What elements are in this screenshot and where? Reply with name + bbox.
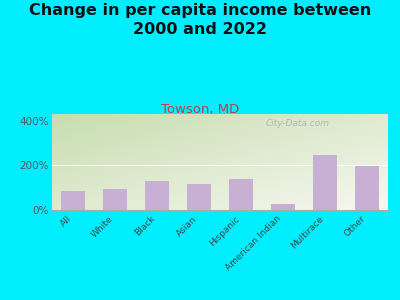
Bar <box>356 167 378 210</box>
Bar <box>146 181 168 210</box>
Bar <box>314 155 336 210</box>
Text: Change in per capita income between
2000 and 2022: Change in per capita income between 2000… <box>29 3 371 37</box>
Bar <box>230 179 252 210</box>
Text: City-Data.com: City-Data.com <box>265 119 329 128</box>
Bar <box>104 189 126 210</box>
Bar <box>62 191 84 210</box>
Bar <box>188 184 210 210</box>
Text: Towson, MD: Towson, MD <box>161 103 239 116</box>
Bar <box>272 204 294 210</box>
